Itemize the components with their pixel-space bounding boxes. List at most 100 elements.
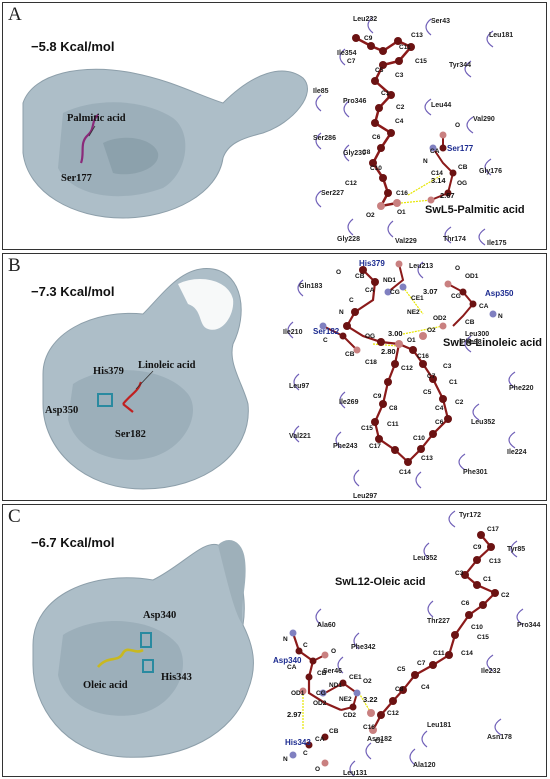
residue-label: Pro346 — [343, 98, 366, 105]
atom-label: C3 — [443, 363, 452, 370]
atom-label: C2 — [455, 399, 464, 406]
residue-label: Ser46 — [323, 668, 342, 675]
atom-label: C8 — [389, 405, 398, 412]
atom-label: O — [331, 648, 336, 655]
atom-label: C11 — [433, 650, 445, 657]
residue-label: Tyr172 — [459, 512, 481, 519]
atom-label: CB — [355, 273, 365, 280]
protein-surface — [32, 540, 254, 758]
atom-label: CD2 — [343, 712, 356, 719]
atom-label: CA — [479, 303, 489, 310]
atom-label: CE1 — [349, 674, 362, 681]
atom-label: C17 — [369, 443, 381, 450]
atom-label: C3 — [395, 72, 404, 79]
hbond-residue-label: Ser182 — [313, 327, 340, 336]
residue-label: Val229 — [395, 238, 417, 245]
structure-label: Oleic acid — [83, 680, 128, 691]
panel-a: A −5.8 Kcal/mol Palmitic acid Ser177 — [2, 2, 547, 250]
residue-label: Gly230 — [343, 150, 366, 157]
atom-label: C16 — [363, 724, 375, 731]
residue-label: Asn178 — [487, 734, 512, 741]
atom-label: C12 — [401, 365, 413, 372]
residue-label: Ile354 — [337, 50, 357, 57]
atom-label: C5 — [423, 389, 432, 396]
hbond-distance: 2.67 — [440, 191, 455, 200]
atom-label: C6 — [461, 600, 470, 607]
residue-label: Leu300 — [465, 331, 489, 338]
atom-label: C9 — [373, 393, 382, 400]
atom-label: N — [498, 313, 503, 320]
residue-arcs-b — [287, 261, 516, 489]
atom-label: C13 — [489, 558, 501, 565]
atom-label: CB — [329, 728, 339, 735]
atom-label: C4 — [395, 118, 404, 125]
atom-label: C2 — [501, 592, 510, 599]
panel-c: C −6.7 Kcal/mol Asp340 Oleic acid His343… — [2, 504, 547, 777]
residue-label: Ala120 — [413, 762, 436, 769]
residue-label: Phe301 — [463, 469, 488, 476]
hbond-distance: 3.07 — [423, 287, 438, 296]
atom-label: C15 — [477, 634, 489, 641]
atom-label: O1 — [375, 738, 384, 745]
atom-label: C7 — [427, 373, 436, 380]
atom-label: CA — [365, 287, 375, 294]
residue-label: Gly228 — [337, 236, 360, 243]
atom-label: C10 — [370, 165, 382, 172]
atom-label: CA — [430, 148, 440, 155]
residue-label: Leu297 — [353, 493, 377, 500]
atom-label: C17 — [487, 526, 499, 533]
atom-label: C15 — [415, 58, 427, 65]
hbond-distance: 2.80 — [381, 347, 396, 356]
residue-label: Leu131 — [343, 770, 367, 777]
residue-label: Tyr85 — [507, 546, 525, 553]
residue-label: Tyr344 — [449, 62, 471, 69]
residue-label: Leu232 — [353, 16, 377, 23]
atom-label: C12 — [387, 710, 399, 717]
residue-label: Leu181 — [427, 722, 451, 729]
atom-label: C7 — [347, 58, 356, 65]
atom-label: C6 — [372, 134, 381, 141]
complex-title: SwL8-Linoleic acid — [443, 337, 542, 349]
atom-label: C — [303, 642, 308, 649]
atom-label: C7 — [417, 660, 426, 667]
atom-label: CG — [316, 690, 326, 697]
atom-label: C — [349, 297, 354, 304]
atom-label: C10 — [471, 624, 483, 631]
atom-label: O — [336, 269, 341, 276]
panel-c-graphic: Asp340 Oleic acid His343 SwL12-Oleic aci… — [32, 510, 540, 777]
atom-label: O — [455, 122, 460, 129]
panel-label: B — [8, 255, 21, 276]
atom-label: N — [339, 309, 344, 316]
panel-label: C — [8, 506, 21, 527]
residue-label: Ile224 — [507, 449, 527, 456]
residue-label: Ile85 — [313, 88, 329, 95]
atom-label: C1 — [483, 576, 492, 583]
atom-label: O1 — [407, 337, 416, 344]
residue-arcs-c — [315, 510, 524, 776]
hbond-distance: 2.97 — [287, 710, 302, 719]
atom-label: C — [303, 750, 308, 757]
atom-label: O — [315, 766, 320, 773]
atom-label: C4 — [435, 405, 444, 412]
atom-label: C16 — [417, 353, 429, 360]
atom-label: C14 — [399, 469, 411, 476]
hbond-residue-label: Asp350 — [485, 289, 514, 298]
atom-label: C6 — [435, 419, 444, 426]
atom-label: C5 — [397, 666, 406, 673]
atom-label: ND1 — [383, 277, 396, 284]
residue-arcs-a — [315, 16, 494, 246]
atom-label: ND1 — [329, 682, 342, 689]
atom-label: OD2 — [433, 315, 447, 322]
hbond-residue-label: Asp340 — [273, 656, 302, 665]
atom-label: O2 — [366, 212, 375, 219]
structure-label: His343 — [161, 672, 192, 683]
binding-energy: −7.3 Kcal/mol — [31, 284, 115, 299]
hbond-residue-label: Ser177 — [447, 144, 474, 153]
atom-label: C11 — [387, 421, 399, 428]
atom-label: C18 — [365, 359, 377, 366]
atom-label: C8 — [395, 686, 404, 693]
hbond-distance: 3.14 — [431, 176, 446, 185]
residue-label: Ala60 — [317, 622, 336, 629]
atom-label: C3 — [455, 570, 464, 577]
residue-label: Ile175 — [487, 240, 507, 247]
